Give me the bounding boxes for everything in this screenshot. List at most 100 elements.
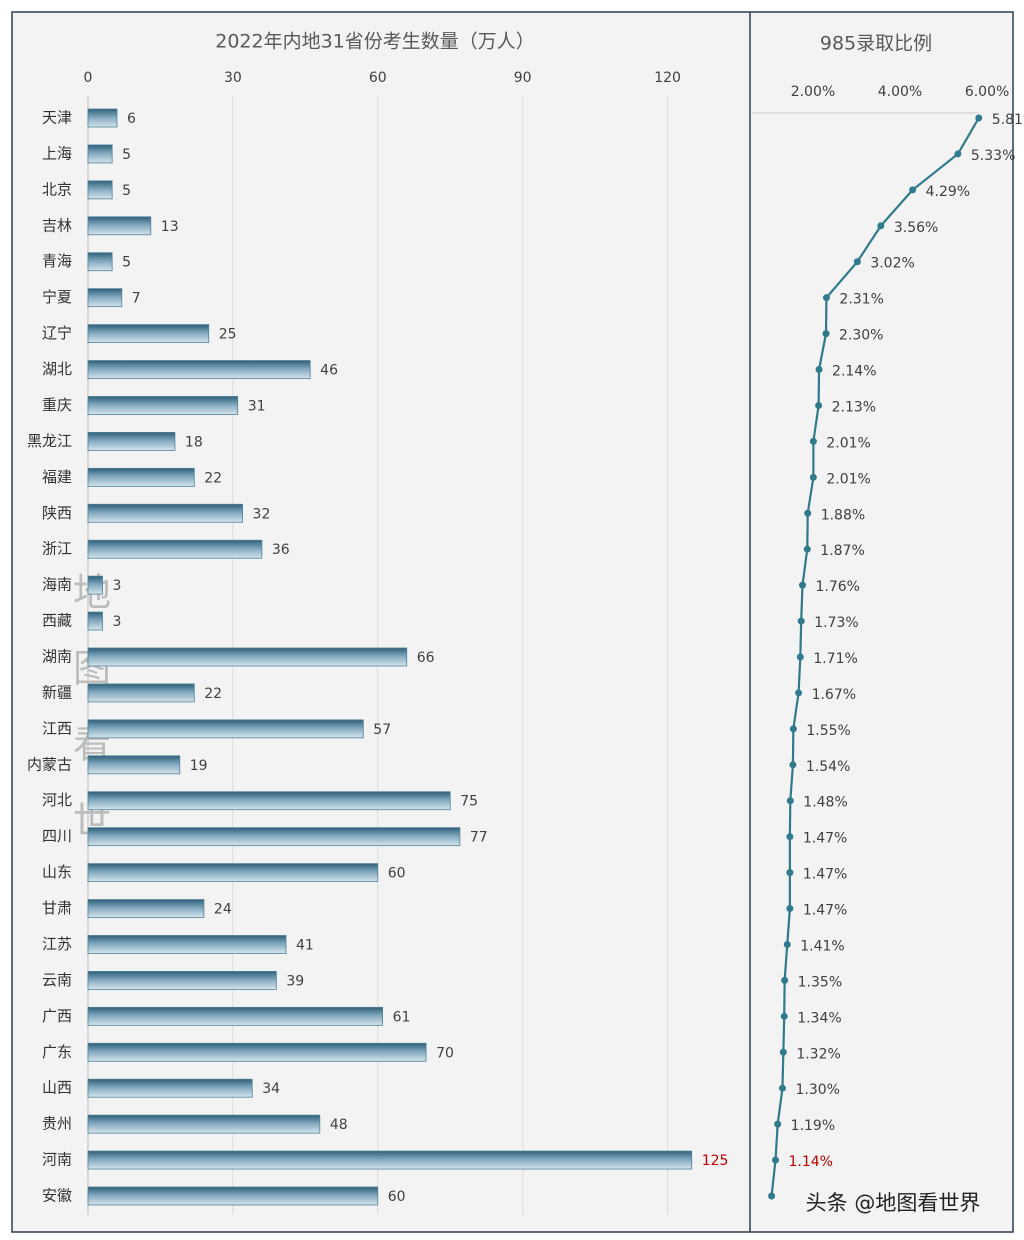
bar (87, 791, 451, 811)
watermark: 头条 @地图看世界 (806, 1191, 981, 1215)
data-label: 1.73% (814, 615, 858, 631)
bar (87, 180, 113, 200)
data-label: 60 (388, 866, 406, 882)
point (803, 545, 811, 553)
bar (87, 216, 152, 236)
line-title: 985录取比例 (820, 33, 932, 55)
data-label: 1.47% (803, 831, 847, 847)
x-tick-label: 2.00% (791, 84, 835, 100)
category-label: 青海 (42, 252, 72, 270)
bar (87, 827, 461, 847)
data-label: 5 (122, 147, 131, 163)
data-label: 125 (702, 1153, 729, 1169)
data-label: 1.67% (812, 687, 856, 703)
bar (87, 719, 364, 739)
category-label: 四川 (42, 827, 72, 845)
data-label: 2.14% (832, 364, 876, 380)
bar (87, 1006, 384, 1026)
point (772, 1156, 780, 1164)
category-label: 吉林 (42, 216, 72, 234)
point (789, 761, 797, 769)
data-label: 6 (127, 111, 136, 127)
category-label: 甘肃 (42, 899, 72, 917)
bar (87, 935, 287, 954)
point (815, 401, 823, 409)
bar (87, 288, 123, 308)
x-tick-label: 60 (369, 70, 387, 86)
category-label: 广西 (42, 1007, 72, 1025)
point (774, 1120, 782, 1128)
data-label: 24 (214, 902, 232, 918)
point (804, 509, 812, 517)
point (780, 1012, 788, 1020)
data-label: 3.02% (870, 256, 914, 272)
data-label: 1.19% (791, 1118, 835, 1134)
data-label: 1.41% (800, 938, 844, 954)
data-label: 34 (262, 1081, 280, 1097)
x-tick-label: 30 (224, 70, 242, 86)
point (797, 617, 805, 625)
data-label: 46 (320, 363, 338, 379)
data-label: 61 (393, 1009, 411, 1025)
data-label: 1.55% (806, 723, 850, 739)
bar (87, 611, 103, 631)
category-label: 陕西 (42, 504, 72, 522)
data-label: 70 (436, 1045, 454, 1061)
data-label: 2.01% (826, 435, 870, 451)
bar (87, 1114, 321, 1134)
bar (87, 539, 263, 559)
data-label: 7 (132, 291, 141, 307)
data-label: 39 (286, 973, 304, 989)
data-label: 1.54% (806, 759, 850, 775)
point (796, 653, 804, 661)
data-label: 48 (330, 1117, 348, 1133)
data-label: 3 (112, 578, 121, 594)
bar (87, 863, 379, 882)
data-label: 1.71% (813, 651, 857, 667)
category-label: 宁夏 (42, 288, 72, 306)
point (786, 905, 794, 913)
data-label: 1.35% (798, 974, 842, 990)
data-label: 66 (417, 650, 435, 666)
point (768, 1192, 776, 1200)
data-label: 1.14% (789, 1154, 833, 1170)
bar (87, 144, 113, 164)
data-label: 1.34% (797, 1010, 841, 1026)
category-label: 江西 (42, 719, 72, 737)
bar (87, 1042, 427, 1062)
category-label: 黑龙江 (27, 432, 72, 450)
x-tick-label: 90 (514, 70, 532, 86)
bar-title: 2022年内地31省份考生数量（万人） (215, 31, 535, 53)
data-label: 2.13% (832, 399, 876, 415)
data-label: 1.88% (821, 507, 865, 523)
bar (87, 755, 181, 775)
data-label: 1.32% (796, 1046, 840, 1062)
point (954, 150, 962, 158)
category-label: 广东 (42, 1043, 72, 1061)
data-label: 18 (185, 434, 203, 450)
data-label: 22 (204, 470, 222, 486)
point (781, 976, 789, 984)
point (783, 940, 791, 948)
bar (87, 503, 243, 523)
bar (87, 899, 205, 918)
category-label: 安徽 (42, 1187, 72, 1205)
data-label: 75 (460, 794, 478, 810)
data-label: 77 (470, 830, 488, 846)
category-label: 福建 (42, 468, 72, 486)
category-label: 河北 (42, 791, 72, 809)
data-label: 25 (219, 327, 237, 343)
data-label: 5.81% (992, 112, 1024, 128)
point (786, 797, 794, 805)
point (822, 294, 830, 302)
bar (87, 396, 239, 415)
data-label: 5 (122, 255, 131, 271)
category-label: 新疆 (42, 683, 72, 701)
x-tick-label: 120 (654, 70, 681, 86)
bar (87, 683, 195, 703)
data-label: 1.87% (820, 543, 864, 559)
point (975, 114, 983, 122)
data-label: 5 (122, 183, 131, 199)
point (778, 1084, 786, 1092)
